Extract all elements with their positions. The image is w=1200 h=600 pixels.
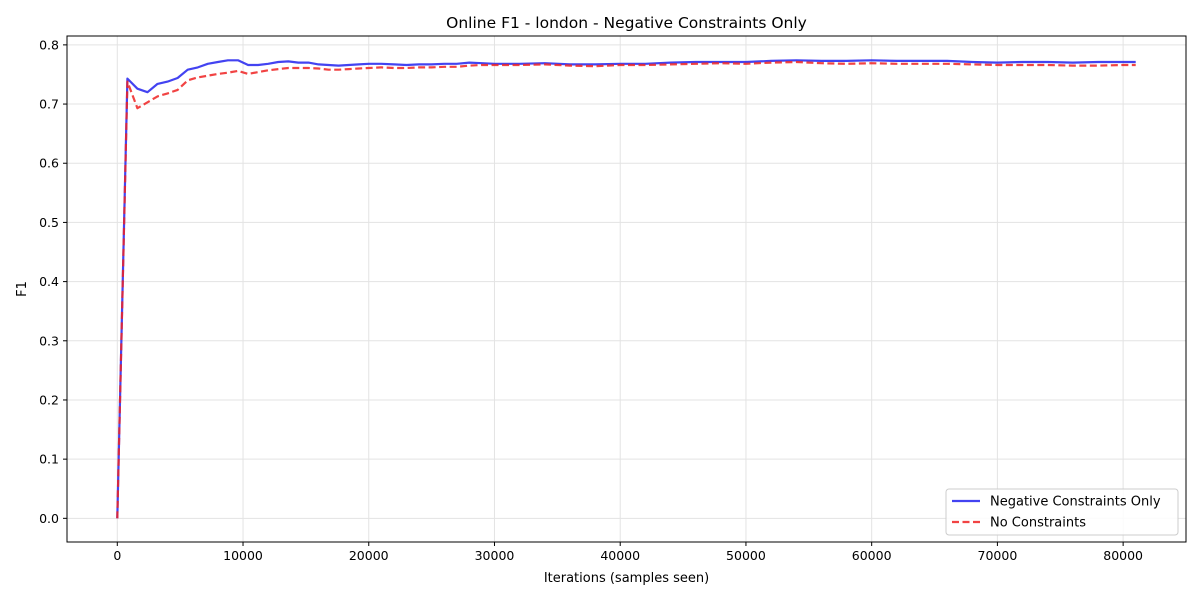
x-tick-label: 30000 [475,548,515,563]
y-tick-label: 0.4 [39,274,59,289]
legend-label-no-constraints: No Constraints [990,516,1086,531]
series-layer [116,59,1136,519]
x-tick-label: 10000 [223,548,263,563]
y-axis-label: F1 [15,281,30,297]
x-tick-label: 60000 [852,548,892,563]
x-axis: 0 10000 20000 30000 40000 50000 60000 70000 8000… [113,542,1143,563]
y-tick-label: 0.7 [39,97,59,112]
chart-title: Online F1 - london - Negative Constraint… [446,14,807,32]
x-tick-label: 0 [113,548,121,563]
legend-box [945,488,1179,536]
y-tick-label: 0.8 [39,37,59,52]
y-axis: 0.0 0.1 0.2 0.3 0.4 0.5 0.6 0.7 0.8 [39,37,67,526]
x-tick-label: 80000 [1103,548,1143,563]
legend: Negative Constraints Only No Constraints [945,488,1179,536]
series-line-no-constraints [116,60,1136,519]
x-tick-label: 70000 [978,548,1018,563]
x-tick-label: 20000 [349,548,389,563]
y-tick-label: 0.6 [39,156,59,171]
y-tick-label: 0.3 [39,333,59,348]
x-tick-label: 50000 [726,548,766,563]
y-tick-label: 0.2 [39,392,59,407]
y-tick-label: 0.0 [39,511,59,526]
x-tick-label: 40000 [600,548,640,563]
x-axis-label: Iterations (samples seen) [544,571,709,586]
legend-label-negative-constraints: Negative Constraints Only [990,495,1161,510]
grid [67,36,1186,542]
y-tick-label: 0.5 [39,215,59,230]
plot-frame [66,35,1187,543]
y-tick-label: 0.1 [39,452,59,467]
series-line-negative-constraints [116,59,1136,519]
